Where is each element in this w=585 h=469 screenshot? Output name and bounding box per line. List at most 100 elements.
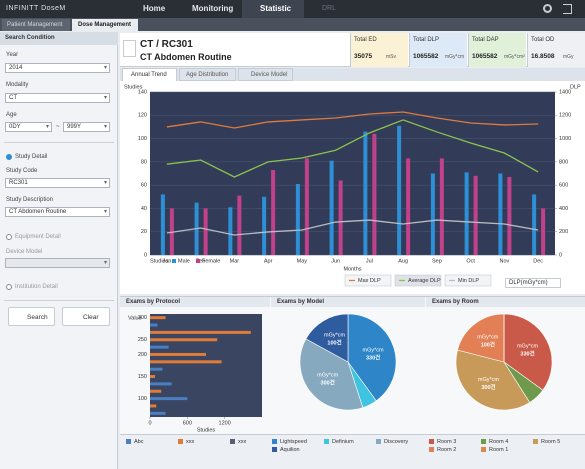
bar bbox=[150, 397, 188, 401]
y-tick-label: 200 bbox=[138, 352, 147, 358]
search-button[interactable]: Search bbox=[8, 307, 55, 326]
radio[interactable] bbox=[6, 234, 12, 240]
y-tick-label: 150 bbox=[138, 374, 147, 380]
y2-tick-label: 1200 bbox=[559, 113, 571, 119]
y2-tick-label: 1400 bbox=[559, 89, 571, 95]
summary-unit: mGy*cm bbox=[445, 54, 465, 60]
bar bbox=[397, 125, 402, 255]
y-tick-label: 140 bbox=[138, 89, 147, 95]
y-tick-label: 100 bbox=[138, 136, 147, 142]
logout-icon[interactable] bbox=[563, 4, 572, 14]
y-tick-label: 300 bbox=[138, 315, 147, 321]
label: Age bbox=[6, 112, 17, 118]
y-axis-label: Studies bbox=[124, 84, 143, 90]
slice-unit: mGy*cm bbox=[478, 377, 500, 383]
nav-tab-active[interactable]: Statistic bbox=[242, 0, 304, 18]
sub-bar bbox=[0, 18, 585, 31]
search-panel bbox=[0, 32, 118, 469]
x-axis-label: Months bbox=[343, 266, 361, 272]
legend-title: Studies: bbox=[150, 258, 170, 264]
series-button-label: Average DLP bbox=[408, 278, 441, 284]
age-to-select[interactable]: 999Y bbox=[63, 122, 110, 132]
bar bbox=[541, 208, 546, 255]
x-tick-label: Sep bbox=[432, 258, 442, 264]
x-tick-label: Jan bbox=[162, 258, 171, 264]
bar bbox=[150, 316, 166, 320]
line bbox=[166, 119, 539, 178]
clear-button[interactable]: Clear bbox=[62, 307, 110, 326]
y-tick-label: 20 bbox=[141, 229, 147, 235]
age-from-select[interactable]: 0DY bbox=[5, 122, 52, 132]
legend-label: Room 1 bbox=[489, 447, 508, 453]
radio[interactable] bbox=[6, 284, 12, 290]
bar bbox=[150, 323, 158, 327]
modality-select[interactable]: CT bbox=[5, 93, 110, 103]
sub-tab[interactable]: Patient Management bbox=[2, 19, 70, 31]
y2-tick-label: 0 bbox=[559, 252, 562, 258]
metric-select[interactable]: DLP(mGy*cm) bbox=[505, 278, 561, 288]
y-tick-label: 60 bbox=[141, 183, 147, 189]
series-button[interactable] bbox=[394, 274, 442, 287]
bar bbox=[150, 367, 163, 371]
slice-label: 330건 bbox=[520, 349, 534, 357]
summary-value: 1065582 bbox=[472, 53, 498, 60]
nav-tab[interactable]: Home bbox=[143, 4, 166, 13]
series-button[interactable] bbox=[444, 274, 492, 287]
settings-icon[interactable] bbox=[543, 4, 552, 13]
sub-tab-active[interactable]: Dose Management bbox=[72, 19, 138, 31]
bar bbox=[473, 175, 478, 255]
legend-swatch bbox=[324, 439, 329, 444]
pie-slice bbox=[457, 313, 505, 363]
bar bbox=[363, 131, 368, 255]
slice-unit: mGy*cm bbox=[477, 335, 499, 341]
legend-swatch bbox=[376, 439, 381, 444]
tab[interactable]: Device Model bbox=[238, 68, 293, 81]
legend-swatch bbox=[172, 259, 176, 263]
year-select[interactable]: 2014 bbox=[5, 63, 110, 73]
summary-box bbox=[350, 33, 408, 67]
x-tick-label: Jun bbox=[331, 258, 340, 264]
legend-label: Room 5 bbox=[541, 439, 560, 445]
nav-tab[interactable]: Monitoring bbox=[192, 4, 234, 13]
bar bbox=[430, 173, 435, 255]
bar bbox=[160, 194, 165, 255]
line bbox=[166, 219, 539, 236]
panel-title: Exams by Room bbox=[426, 297, 585, 307]
x-tick-label: Oct bbox=[466, 258, 475, 264]
pie-slice bbox=[503, 313, 553, 391]
x-tick-label: Aug bbox=[398, 258, 408, 264]
radio-label: Equipment Detail bbox=[15, 234, 61, 240]
slice-unit: mGy*cm bbox=[517, 343, 539, 349]
study-code-select[interactable]: RC301 bbox=[5, 178, 110, 188]
legend-swatch bbox=[533, 439, 538, 444]
bar bbox=[150, 411, 166, 415]
x-tick-label: Apr bbox=[264, 258, 273, 264]
summary-box bbox=[468, 33, 526, 67]
study-code: CT / RC301 bbox=[140, 39, 193, 50]
plot-area bbox=[150, 92, 555, 255]
study-desc-select[interactable]: CT Abdomen Routine bbox=[5, 207, 110, 217]
slice-label: 100건 bbox=[481, 341, 495, 349]
legend-swatch bbox=[272, 439, 277, 444]
radio[interactable] bbox=[6, 154, 12, 160]
slice-unit: mGy*cm bbox=[363, 347, 385, 353]
bar bbox=[150, 338, 218, 342]
summary-value: 16.8508 bbox=[531, 53, 555, 60]
label: Study Description bbox=[6, 197, 54, 203]
slice-unit: mGy*cm bbox=[317, 372, 339, 378]
panel-title: Exams by Protocol bbox=[120, 297, 270, 307]
pie-slice bbox=[347, 313, 397, 402]
radio-label: Institution Detail bbox=[15, 284, 58, 290]
tab-active[interactable]: Annual Trend bbox=[122, 68, 177, 81]
summary-unit: mGy bbox=[563, 54, 574, 60]
series-button[interactable] bbox=[344, 274, 392, 287]
bar bbox=[237, 195, 242, 255]
legend-label: Definium bbox=[332, 439, 354, 445]
tab[interactable]: Age Distribution bbox=[179, 68, 236, 81]
trend-chart: Studies DLP020406080100120140020040060080… bbox=[124, 84, 581, 287]
legend-label: Room 3 bbox=[437, 439, 456, 445]
panel-title: Search Condition bbox=[0, 32, 118, 45]
summary-value: 35075 bbox=[354, 53, 373, 60]
y-tick-label: 0 bbox=[144, 252, 147, 258]
